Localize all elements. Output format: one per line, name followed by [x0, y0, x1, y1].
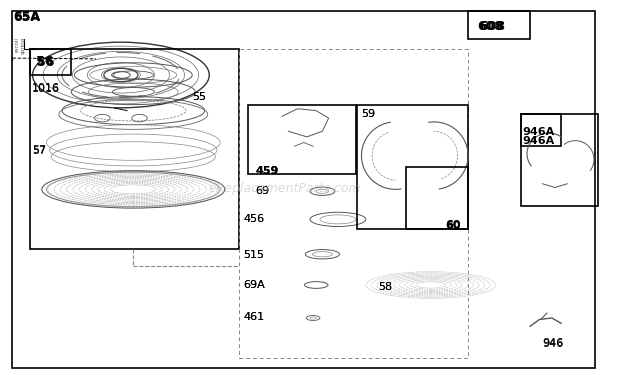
Text: 56: 56: [37, 57, 55, 69]
Text: 69: 69: [255, 186, 270, 196]
Text: 456: 456: [243, 214, 264, 224]
Bar: [356, 105, 468, 229]
Text: 56: 56: [36, 56, 53, 68]
Text: 60: 60: [445, 220, 461, 230]
Text: 459: 459: [255, 166, 279, 176]
Text: 69: 69: [255, 186, 270, 196]
Text: 57: 57: [32, 146, 46, 156]
Text: 58: 58: [378, 282, 392, 292]
Text: 65A: 65A: [14, 11, 41, 24]
Text: 515: 515: [243, 250, 264, 260]
Bar: [521, 114, 598, 206]
Text: 946A: 946A: [523, 136, 555, 146]
Bar: [521, 114, 561, 146]
Bar: [248, 105, 356, 174]
Text: 515: 515: [243, 250, 264, 260]
Text: 69A: 69A: [243, 280, 265, 290]
Text: 65A: 65A: [14, 10, 41, 23]
Text: recoil
spring: recoil spring: [14, 36, 25, 54]
Bar: [406, 167, 468, 229]
Text: 461: 461: [243, 312, 264, 322]
Text: 58: 58: [378, 282, 392, 292]
Text: 1016: 1016: [32, 83, 60, 93]
Text: 69A: 69A: [243, 280, 265, 290]
Text: 59: 59: [361, 110, 375, 119]
Bar: [30, 49, 239, 249]
Text: 946A: 946A: [523, 127, 555, 137]
Text: 459: 459: [255, 166, 279, 176]
Text: 1016: 1016: [32, 84, 60, 93]
Text: 456: 456: [243, 214, 264, 224]
Bar: [239, 49, 468, 358]
Text: 946: 946: [542, 339, 564, 349]
Text: 608: 608: [477, 20, 503, 33]
Text: 55: 55: [192, 93, 206, 102]
Text: eReplacementParts.com: eReplacementParts.com: [209, 182, 361, 195]
Text: 461: 461: [243, 312, 264, 322]
Text: 55: 55: [192, 93, 206, 102]
Text: 59: 59: [361, 110, 375, 119]
Text: 60: 60: [445, 221, 461, 231]
Bar: [30, 49, 71, 75]
Text: 608: 608: [479, 21, 505, 33]
Text: 57: 57: [32, 145, 46, 155]
Bar: [468, 11, 530, 39]
Text: 946: 946: [542, 338, 564, 348]
